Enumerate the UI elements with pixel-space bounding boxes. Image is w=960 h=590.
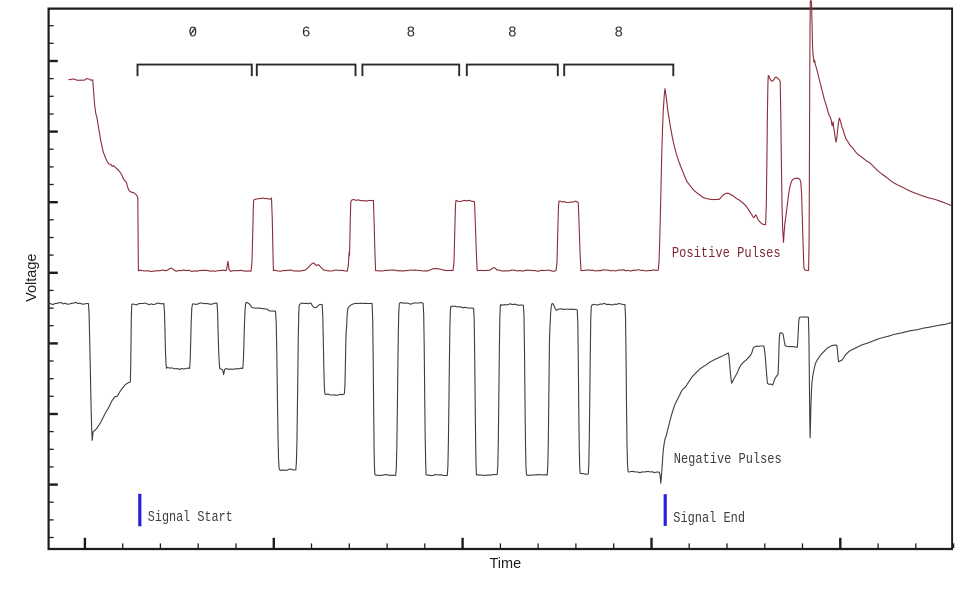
svg-text:8: 8 [508, 26, 517, 42]
svg-text:0: 0 [188, 26, 197, 42]
svg-text:8: 8 [406, 26, 415, 42]
svg-text:6: 6 [302, 26, 311, 42]
svg-text:Voltage: Voltage [24, 254, 40, 302]
svg-text:Signal End: Signal End [673, 511, 745, 527]
svg-text:Time: Time [489, 556, 521, 572]
svg-text:Signal Start: Signal Start [148, 510, 233, 526]
svg-text:Negative Pulses: Negative Pulses [674, 452, 782, 468]
svg-text:Positive Pulses: Positive Pulses [672, 246, 781, 262]
svg-text:8: 8 [614, 26, 623, 42]
